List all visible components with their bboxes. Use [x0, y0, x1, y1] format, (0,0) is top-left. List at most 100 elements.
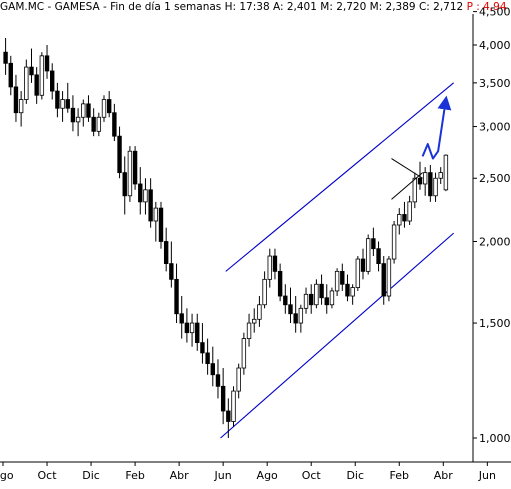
x-tick-label: Oct [38, 469, 58, 482]
trend-channel-line [225, 82, 455, 272]
candle-body [91, 116, 96, 132]
candle-body [81, 103, 86, 118]
candle-body [422, 172, 428, 185]
header-high: H: 17:38 [224, 1, 270, 13]
candle-body [29, 66, 34, 76]
candle-body [8, 62, 13, 88]
candle-body [303, 293, 309, 309]
y-tick-label: 1,500 [479, 317, 511, 330]
candle-body [220, 385, 226, 412]
candle-body [55, 90, 60, 109]
candle-body [205, 352, 210, 365]
candle-body [112, 112, 117, 137]
candle-body [386, 258, 392, 297]
candle-body [60, 99, 65, 109]
header-low: M: 2,389 [369, 1, 416, 13]
x-tick-label: Jun [214, 469, 232, 482]
candle-body [132, 150, 138, 185]
candle-body [314, 283, 319, 306]
candle-body [412, 177, 418, 203]
candle-body [122, 172, 127, 197]
candle-body [18, 99, 24, 114]
candle-body [3, 51, 8, 64]
candle-body [324, 297, 329, 306]
candle-body [50, 70, 55, 92]
candle-body [283, 295, 288, 306]
candle-body [428, 172, 433, 197]
candle-body [433, 177, 438, 197]
candle-body [39, 55, 45, 96]
x-tick-label: Dic [346, 469, 364, 482]
candle-body [402, 214, 407, 222]
projection-arrow [421, 95, 452, 160]
x-tick-label: Feb [390, 469, 409, 482]
candle-body [65, 99, 70, 109]
y-tick-label: 1,000 [479, 432, 511, 445]
candle-body [210, 363, 215, 376]
candle-body [101, 99, 107, 118]
candle-body [438, 172, 443, 179]
x-tick-label: Abr [170, 469, 190, 482]
candle-body [195, 322, 200, 344]
y-tick-label: 4,500 [479, 6, 511, 19]
candle-body [215, 374, 221, 387]
candle-body [252, 318, 257, 324]
candle-body [148, 189, 153, 222]
candle-body [246, 322, 252, 339]
candle-body [163, 241, 169, 265]
candle-body [309, 293, 314, 306]
trend-channel-line [220, 232, 455, 439]
x-tick-label: Abr [434, 469, 454, 482]
candle-body [340, 270, 345, 285]
y-tick-label: 4,000 [479, 39, 511, 52]
candle-body [127, 150, 133, 197]
candle-body [179, 313, 184, 324]
candle-body [355, 258, 361, 288]
candle-body [417, 177, 423, 185]
candle-body [241, 338, 247, 369]
candle-body [262, 278, 267, 306]
candle-body [153, 207, 159, 222]
candle-body [143, 189, 148, 203]
x-tick-label: Jun [478, 469, 496, 482]
candle-body [288, 304, 293, 315]
header-min: M: 2,720 [320, 1, 367, 13]
candle-body [334, 270, 340, 292]
candle-body [350, 287, 355, 297]
candle-body [407, 201, 412, 222]
candle-body [106, 99, 112, 114]
header-open: A: 2,401 [272, 1, 317, 13]
candle-body [360, 258, 366, 272]
triangle-pattern-line [391, 158, 423, 179]
candle-body [376, 248, 381, 265]
candle-body [96, 116, 102, 132]
candle-body [138, 183, 143, 203]
header-title: GAM.MC - GAMESA - Fin de día 1 semanas [0, 1, 222, 13]
header-change: P : 4,94 [466, 1, 507, 13]
candle-body [293, 313, 298, 324]
candle-body [345, 283, 350, 297]
candle-body [174, 278, 179, 315]
candle-body [329, 290, 335, 306]
x-tick-label: Ago [0, 469, 14, 482]
candle-body [184, 322, 190, 334]
x-tick-label: Ago [257, 469, 279, 482]
candle-body [231, 390, 236, 422]
candle-body [169, 263, 174, 280]
candle-body [24, 66, 29, 100]
candle-body [319, 283, 324, 299]
candle-body [365, 238, 371, 272]
candle-body [75, 116, 81, 123]
candle-body [236, 367, 241, 392]
y-tick-label: 3,000 [479, 121, 511, 134]
candle-body [443, 154, 449, 191]
candle-body [267, 255, 272, 280]
x-tick-label: Feb [125, 469, 144, 482]
header-close: C: 2,712 [418, 1, 464, 13]
candle-body [44, 55, 50, 72]
triangle-pattern-line [391, 172, 423, 200]
candle-body [158, 207, 164, 242]
candle-body [117, 135, 122, 174]
